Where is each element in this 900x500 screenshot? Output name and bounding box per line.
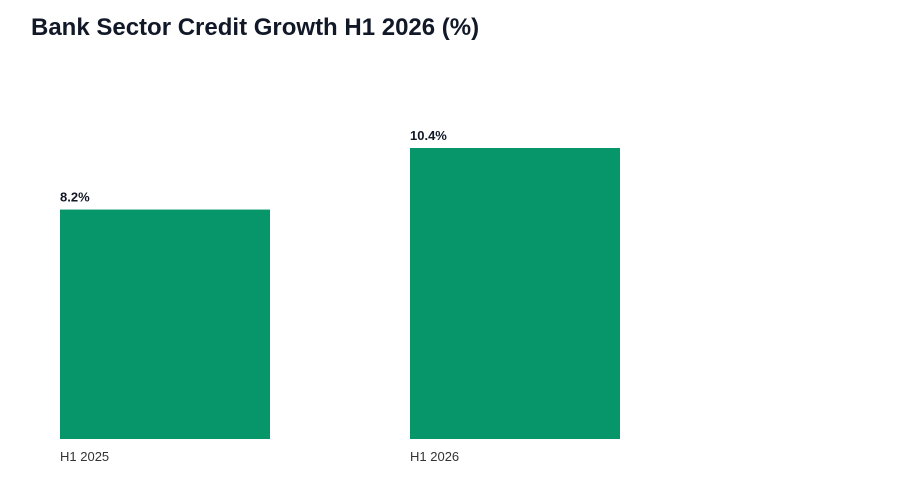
bar-h1-2026 <box>410 148 620 439</box>
x-tick-label: H1 2025 <box>60 449 109 464</box>
value-label: 10.4% <box>410 128 447 143</box>
chart-title: Bank Sector Credit Growth H1 2026 (%) <box>31 14 480 41</box>
bar-h1-2025 <box>60 209 270 439</box>
x-tick-label: H1 2026 <box>410 449 459 464</box>
value-label: 8.2% <box>60 190 90 205</box>
